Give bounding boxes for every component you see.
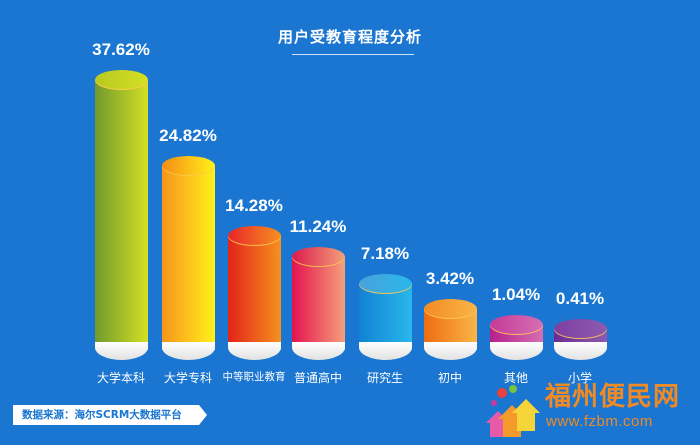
- bar-base: [554, 342, 607, 360]
- category-label: 小学: [567, 371, 592, 385]
- bar-base: [424, 342, 477, 360]
- watermark-name: 福州便民网: [545, 382, 681, 412]
- bar-body: [95, 80, 148, 350]
- watermark-url: www.fzbm.com: [546, 413, 653, 430]
- category-label: 大学本科: [96, 371, 145, 385]
- bar: [162, 156, 215, 360]
- chart-title: 用户受教育程度分析: [277, 28, 422, 46]
- bar: [490, 315, 543, 360]
- data-source-label: 数据来源：海尔SCRM大数据平台: [13, 405, 207, 425]
- bar: [554, 319, 607, 360]
- category-label: 研究生: [366, 371, 403, 385]
- bar-value-label: 11.24%: [289, 217, 347, 236]
- bar-cap: [554, 319, 607, 339]
- bar-body: [292, 257, 345, 350]
- bar-base: [95, 342, 148, 360]
- bar: [228, 226, 281, 360]
- bar-value-label: 0.41%: [555, 289, 605, 308]
- bar-base: [292, 342, 345, 360]
- bar-cap: [95, 70, 148, 90]
- bar-base: [359, 342, 412, 360]
- house-logo-icon: [486, 385, 540, 437]
- category-label: 初中: [437, 371, 462, 385]
- bar-cap: [359, 274, 412, 294]
- category-label: 普通高中: [293, 371, 342, 385]
- bar: [424, 299, 477, 360]
- bar-cap: [424, 299, 477, 319]
- category-label: 中等职业教育: [222, 371, 286, 383]
- bar: [359, 274, 412, 360]
- title-underline: [292, 54, 414, 55]
- bar-body: [359, 284, 412, 350]
- bar-cap: [490, 315, 543, 335]
- bar-body: [162, 166, 215, 350]
- bar-cap: [292, 247, 345, 267]
- bar-base: [228, 342, 281, 360]
- bar-cap: [162, 156, 215, 176]
- category-label: 大学专科: [163, 371, 212, 385]
- bar-base: [162, 342, 215, 360]
- bar-value-label: 7.18%: [360, 244, 410, 263]
- bar-value-label: 37.62%: [92, 40, 150, 59]
- bar-value-label: 1.04%: [491, 285, 541, 304]
- bar-body: [228, 236, 281, 350]
- bar: [95, 70, 148, 360]
- bar-cap: [228, 226, 281, 246]
- bar-value-label: 24.82%: [159, 126, 217, 145]
- bar-value-label: 3.42%: [425, 269, 475, 288]
- bar-value-label: 14.28%: [225, 196, 283, 215]
- bar-base: [490, 342, 543, 360]
- category-label: 其他: [503, 371, 528, 385]
- bar: [292, 247, 345, 360]
